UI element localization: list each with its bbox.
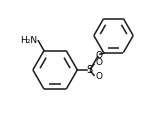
Text: O: O xyxy=(96,58,103,67)
Text: O: O xyxy=(95,51,102,60)
Text: O: O xyxy=(96,72,103,81)
Text: S: S xyxy=(86,65,92,75)
Text: H₂N: H₂N xyxy=(20,36,38,45)
